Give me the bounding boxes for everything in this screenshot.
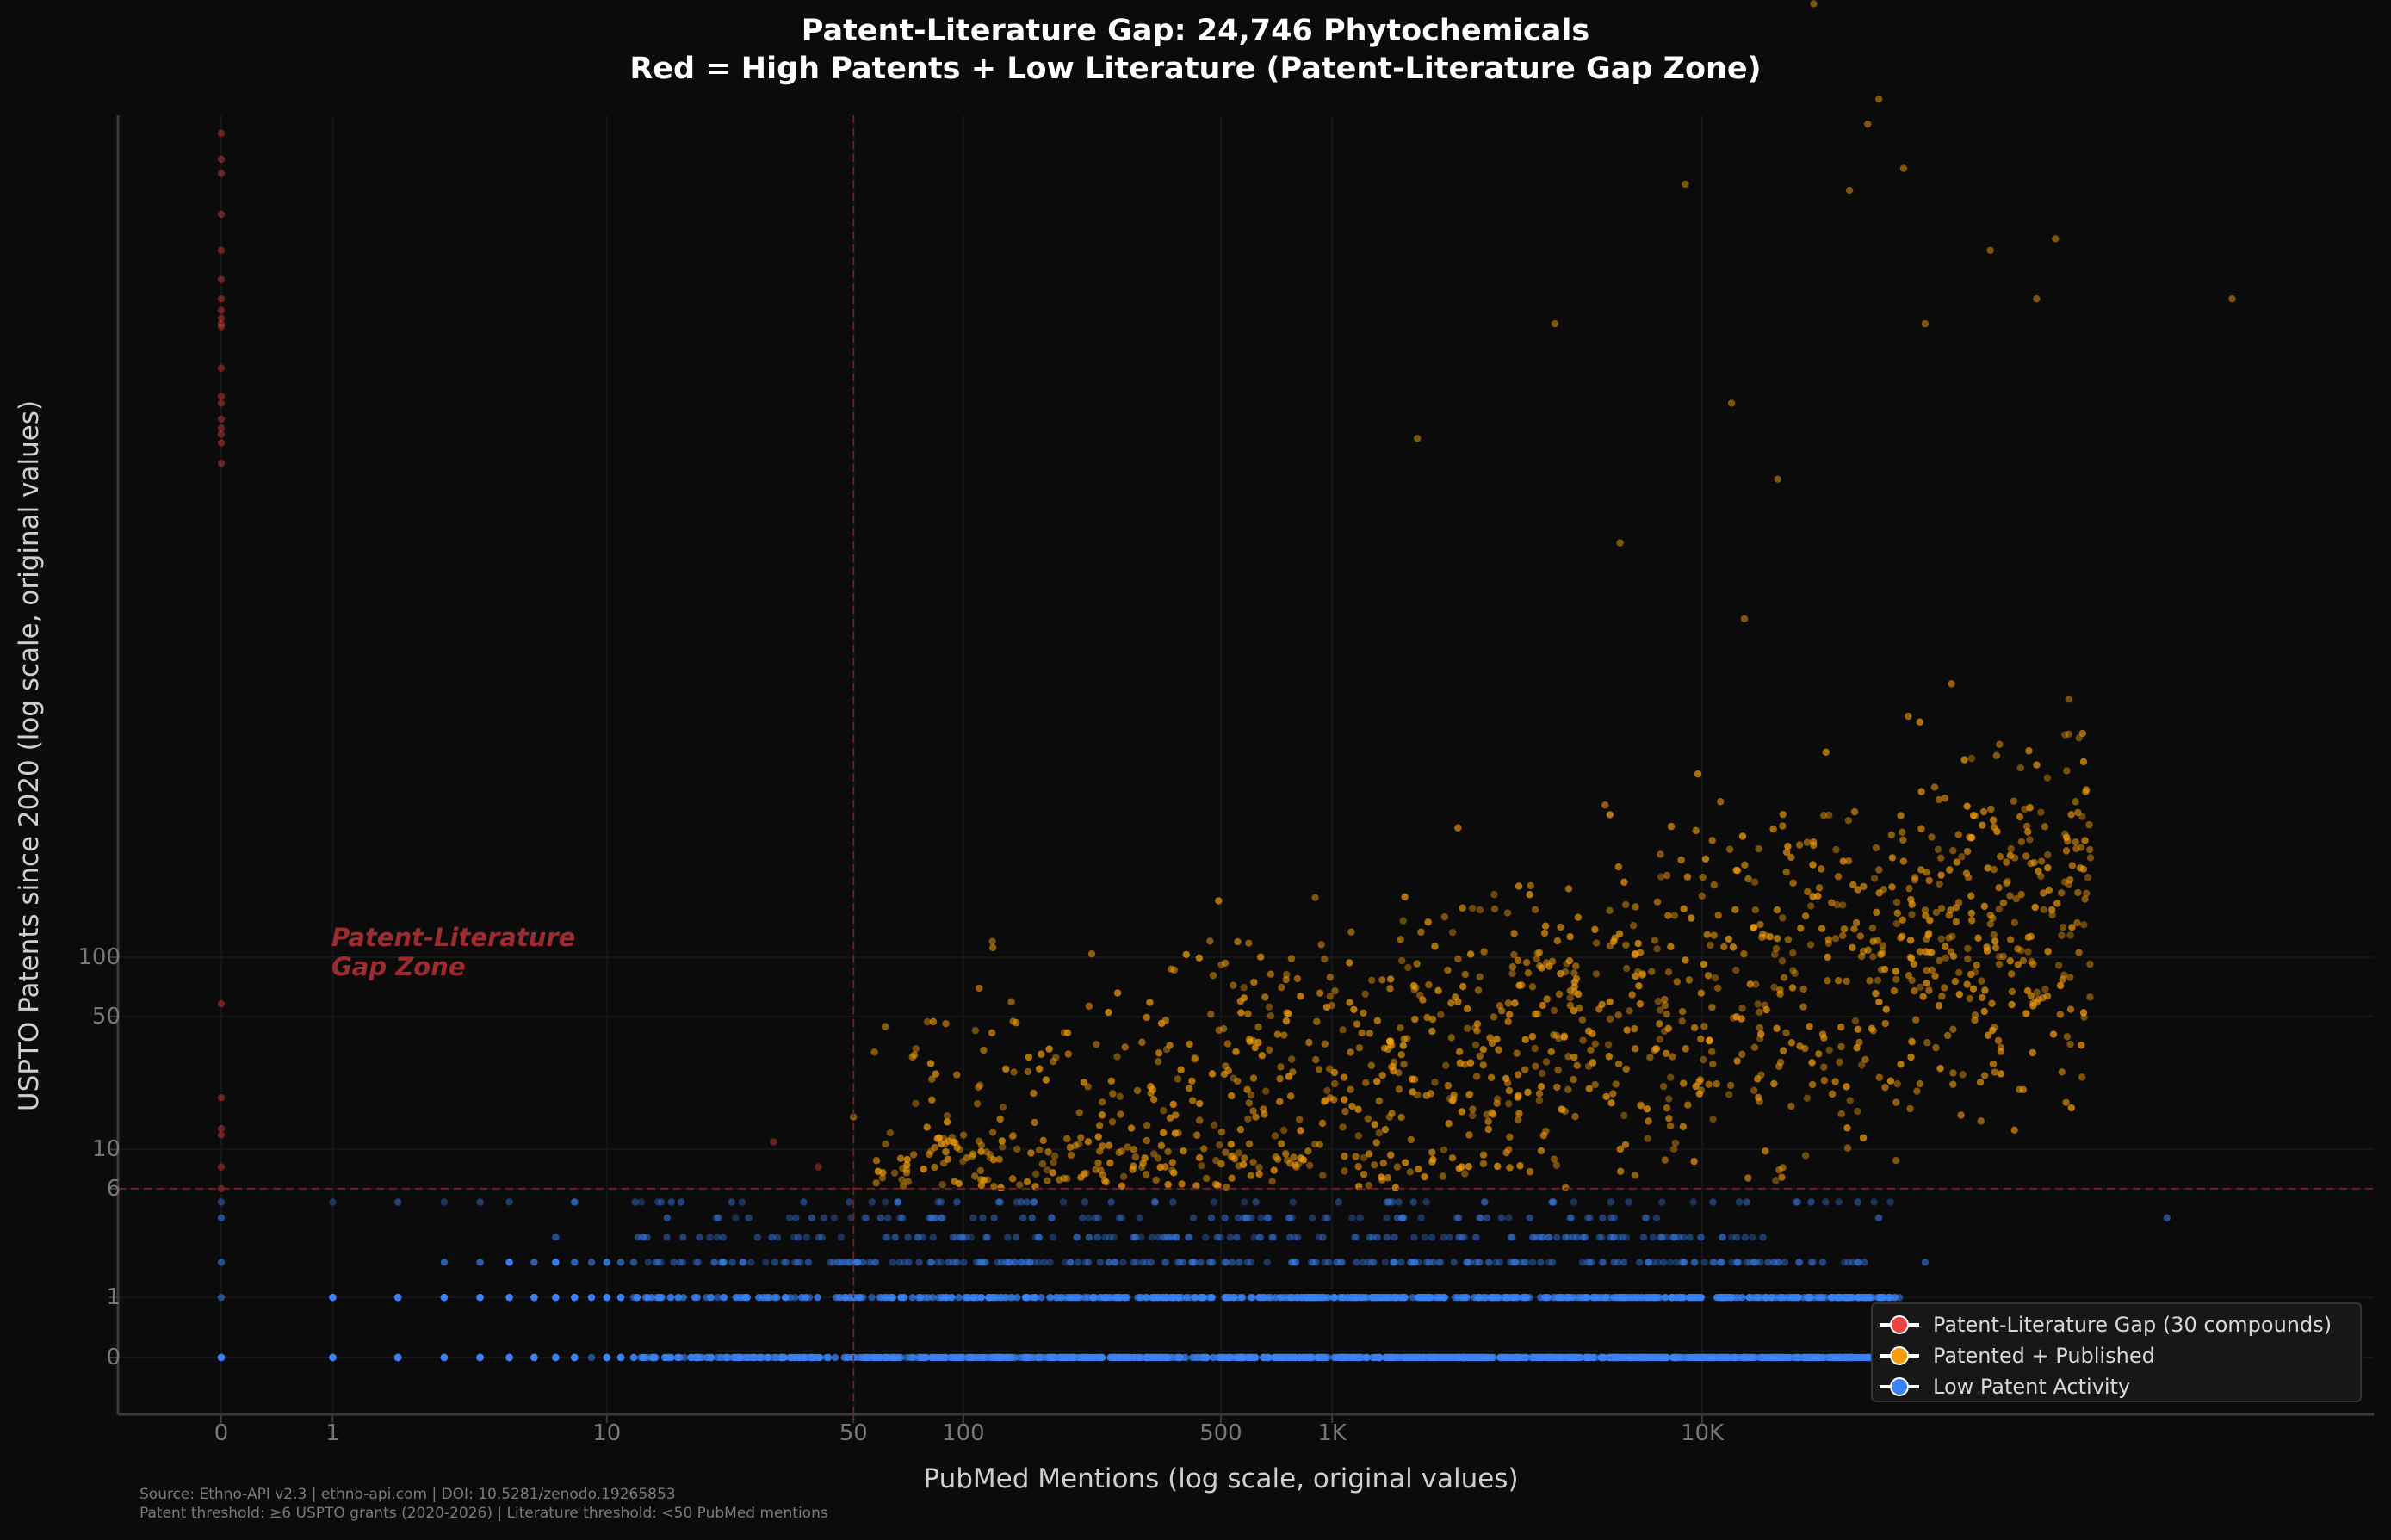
- x-axis-label: PubMed Mentions (log scale, original val…: [923, 1463, 1519, 1494]
- legend-item-published: Patented + Published: [1880, 1340, 2155, 1371]
- blue-circle-icon: [1880, 1371, 1919, 1402]
- x-tick-label: 1K: [1317, 1420, 1347, 1446]
- gap-zone-annotation: Patent-Literature Gap Zone: [331, 923, 576, 981]
- x-tick-label: 10: [592, 1420, 622, 1446]
- x-tick-label: 50: [839, 1420, 868, 1446]
- red-circle-icon: [1880, 1309, 1919, 1340]
- y-tick-label: 50: [91, 1003, 121, 1030]
- y-tick-label: 1: [106, 1284, 121, 1311]
- y-tick-label: 6: [106, 1175, 121, 1202]
- chart-subtitle: Red = High Patents + Low Literature (Pat…: [629, 52, 1762, 86]
- threshold-footnote: Patent threshold: ≥6 USPTO grants (2020-…: [139, 1505, 828, 1522]
- x-tick-label: 1: [325, 1420, 340, 1446]
- data-points: [217, 0, 2236, 1362]
- legend-item-gap: Patent-Literature Gap (30 compounds): [1880, 1309, 2332, 1340]
- threshold-lines: [118, 115, 2374, 1414]
- y-tick-label: 10: [91, 1136, 121, 1163]
- y-tick-label: 100: [77, 943, 121, 970]
- x-tick-label: 10K: [1680, 1420, 1725, 1446]
- legend: Patent-Literature Gap (30 compounds) Pat…: [1871, 1302, 2362, 1402]
- x-tick-label: 0: [214, 1420, 229, 1446]
- chart-title: Patent-Literature Gap: 24,746 Phytochemi…: [801, 14, 1590, 48]
- orange-circle-icon: [1880, 1340, 1919, 1371]
- y-axis-label: USPTO Patents since 2020 (log scale, ori…: [14, 399, 45, 1112]
- x-tick-label: 500: [1199, 1420, 1242, 1446]
- axes-frame: [109, 115, 2374, 1423]
- source-footnote: Source: Ethno-API v2.3 | ethno-api.com |…: [139, 1486, 676, 1503]
- y-tick-label: 0: [106, 1345, 121, 1370]
- x-tick-label: 100: [942, 1420, 985, 1446]
- legend-item-low: Low Patent Activity: [1880, 1371, 2130, 1402]
